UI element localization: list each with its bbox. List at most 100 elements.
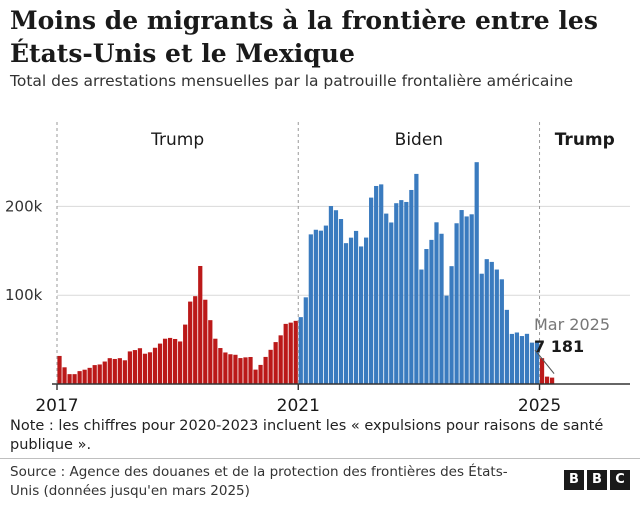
bar xyxy=(369,197,374,384)
bar xyxy=(469,214,474,384)
bar xyxy=(213,338,218,384)
bar xyxy=(529,342,535,384)
x-tick-label: 2021 xyxy=(277,396,320,416)
bar xyxy=(112,358,117,384)
bar xyxy=(504,309,509,384)
bar xyxy=(549,377,555,384)
bar xyxy=(389,222,394,384)
bar xyxy=(278,335,283,384)
bar xyxy=(409,189,414,384)
bar xyxy=(67,374,72,384)
bar xyxy=(147,352,153,384)
bar xyxy=(358,246,364,384)
period-label: Trump xyxy=(555,130,615,150)
y-tick-label: 200k xyxy=(5,197,43,215)
bbc-logo: B B C xyxy=(564,470,630,490)
bar xyxy=(283,323,288,384)
bar xyxy=(97,364,102,384)
bar xyxy=(122,360,127,384)
bar xyxy=(57,355,62,384)
bar xyxy=(293,320,298,384)
bar xyxy=(459,210,464,384)
bar xyxy=(484,259,489,384)
bar xyxy=(303,297,308,384)
bar xyxy=(509,333,514,384)
bbc-logo-letter: C xyxy=(610,470,630,490)
bar xyxy=(323,225,329,384)
bar xyxy=(424,249,429,384)
bar xyxy=(117,358,122,384)
period-label: Biden xyxy=(395,130,443,150)
chart-source: Source : Agence des douanes et de la pro… xyxy=(10,464,508,499)
bar xyxy=(72,374,77,384)
chart-note: Note : les chiffres pour 2020-2023 inclu… xyxy=(10,418,604,453)
bar xyxy=(534,341,540,384)
x-tick-label: 2025 xyxy=(518,396,561,416)
bar xyxy=(514,332,520,384)
x-tick-label: 2017 xyxy=(35,396,78,416)
bar xyxy=(218,348,223,384)
bar xyxy=(489,261,494,384)
bar xyxy=(208,320,213,384)
bar xyxy=(499,279,504,384)
bar xyxy=(238,358,243,384)
bar xyxy=(77,371,82,384)
bar xyxy=(62,367,67,384)
bar xyxy=(253,369,258,384)
period-label: Trump xyxy=(150,130,204,150)
annotation-leader xyxy=(534,349,555,374)
bar xyxy=(464,216,469,384)
y-tick-label: 100k xyxy=(5,286,43,304)
bar xyxy=(519,336,525,384)
bar-chart: 100k 200k Trump Biden Trump 2017 2021 2025 Mar 2… xyxy=(5,122,630,416)
bar xyxy=(298,317,303,384)
chart-title: Moins de migrants à la frontière entre l… xyxy=(10,6,598,68)
bar xyxy=(167,337,173,384)
bar xyxy=(404,201,409,384)
bar xyxy=(142,353,148,384)
bar xyxy=(228,354,233,384)
bar xyxy=(454,223,459,384)
bar xyxy=(338,219,344,384)
bar xyxy=(414,173,419,384)
bar xyxy=(162,338,168,384)
bar xyxy=(429,239,434,384)
bar xyxy=(288,322,293,384)
bar xyxy=(308,234,313,384)
bar xyxy=(479,273,484,384)
bar xyxy=(132,350,138,384)
bar xyxy=(364,237,369,384)
bar xyxy=(248,357,253,384)
bar xyxy=(127,351,132,384)
bar xyxy=(137,348,143,384)
bar xyxy=(474,162,479,384)
bar xyxy=(313,229,318,384)
footer-divider xyxy=(0,458,640,459)
bar xyxy=(419,269,424,384)
bar xyxy=(539,358,545,384)
bar xyxy=(449,266,454,384)
bar xyxy=(353,230,359,384)
bar xyxy=(152,347,158,384)
bar xyxy=(233,354,238,384)
bar xyxy=(494,269,499,384)
bar xyxy=(374,185,379,384)
bar xyxy=(348,237,354,384)
bar xyxy=(379,184,384,384)
bar xyxy=(243,357,248,384)
bar xyxy=(333,210,339,384)
bar xyxy=(444,295,449,384)
bar xyxy=(263,356,268,384)
bar xyxy=(198,265,203,384)
annotation-date: Mar 2025 xyxy=(534,315,610,334)
bar xyxy=(399,200,404,384)
chart-subtitle: Total des arrestations mensuelles par la… xyxy=(10,72,574,90)
bar xyxy=(343,243,349,384)
bar xyxy=(178,341,183,384)
bar xyxy=(273,342,278,384)
bar xyxy=(434,222,439,384)
bar xyxy=(82,369,87,384)
bar xyxy=(102,361,107,384)
bar xyxy=(107,358,112,384)
annotation-value: 7 181 xyxy=(534,337,584,356)
